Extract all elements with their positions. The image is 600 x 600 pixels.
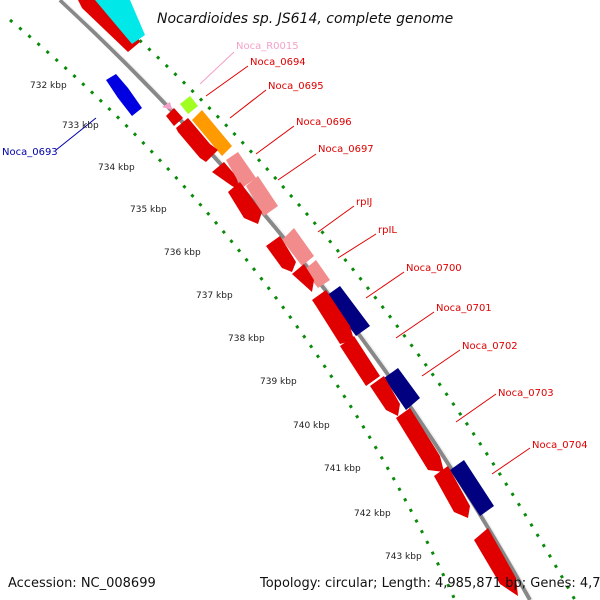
- tick-label: 742 kbp: [354, 509, 391, 519]
- leader-noca-0704: [491, 447, 531, 475]
- gene-red-e: [312, 290, 354, 344]
- leader-rpij: [317, 205, 355, 233]
- tick-label: 737 kbp: [196, 291, 233, 301]
- gene-noca-0704: [450, 460, 494, 516]
- gene-noca-r0015: [162, 102, 172, 110]
- tick-label: 738 kbp: [228, 334, 265, 344]
- leader-noca-0701: [395, 311, 435, 339]
- gene-labels: Noca_R0015 Noca_0694 Noca_0695 Noca_0696…: [2, 41, 588, 451]
- tick-label: 735 kbp: [130, 205, 167, 215]
- accession-text: Accession: NC_008699: [8, 576, 156, 591]
- gene-red-b: [228, 182, 262, 224]
- gene-red-j: [474, 528, 518, 596]
- gene-red-f: [340, 336, 380, 386]
- tick-label: 732 kbp: [30, 81, 67, 91]
- gene-noca-0700: [326, 286, 370, 336]
- leader-noca-0702: [421, 349, 461, 377]
- leader-noca-r0015: [199, 51, 235, 85]
- label-noca-r0015: Noca_R0015: [236, 41, 299, 52]
- inner-dotted-line: [94, 0, 577, 600]
- leader-noca-0697: [277, 153, 317, 181]
- label-noca-0693: Noca_0693: [2, 147, 58, 158]
- label-rpil: rpIL: [378, 225, 397, 236]
- leader-noca-0700: [365, 271, 405, 299]
- label-noca-0700: Noca_0700: [406, 263, 462, 274]
- gene-red-d: [292, 264, 314, 292]
- gene-rpij: [282, 228, 314, 266]
- tick-label: 734 kbp: [98, 163, 135, 173]
- leader-noca-0693: [55, 117, 97, 151]
- ruler-ticks: 732 kbp 733 kbp 734 kbp 735 kbp 736 kbp …: [30, 81, 422, 562]
- gene-features: [78, 0, 518, 596]
- gene-red-g: [370, 376, 400, 416]
- leader-noca-0696: [255, 125, 295, 155]
- topology-text: Topology: circular; Length: 4,985,871 bp…: [259, 576, 600, 591]
- label-rpij: rpIJ: [356, 197, 372, 208]
- tick-label: 741 kbp: [324, 464, 361, 474]
- gene-small-red: [166, 108, 183, 126]
- gene-noca-0696: [226, 152, 256, 188]
- leader-noca-0694: [205, 65, 249, 97]
- gene-noca-0702: [384, 368, 420, 410]
- tick-label: 733 kbp: [62, 121, 99, 131]
- label-noca-0701: Noca_0701: [436, 303, 492, 314]
- tick-label: 736 kbp: [164, 248, 201, 258]
- label-noca-0694: Noca_0694: [250, 57, 306, 68]
- tick-label: 739 kbp: [260, 377, 297, 387]
- label-noca-0696: Noca_0696: [296, 117, 352, 128]
- gene-lime: [180, 96, 198, 114]
- leader-rpil: [337, 233, 377, 259]
- label-noca-0702: Noca_0702: [462, 341, 518, 352]
- label-noca-0697: Noca_0697: [318, 144, 374, 155]
- gene-noca-0693: [106, 74, 142, 116]
- gene-top-cyan: [95, 0, 145, 44]
- gene-noca-0697: [246, 176, 278, 216]
- label-noca-0703: Noca_0703: [498, 388, 554, 399]
- gene-rpil: [304, 260, 330, 288]
- gene-noca-0694: [192, 110, 232, 156]
- gc-dotted-track: [9, 0, 577, 600]
- gene-red-h: [396, 408, 444, 472]
- gene-red-i: [434, 466, 470, 518]
- gene-leader-lines: [55, 51, 531, 475]
- gene-red-a: [212, 162, 240, 190]
- tick-label: 743 kbp: [385, 552, 422, 562]
- gene-red-c: [266, 236, 296, 272]
- tick-label: 740 kbp: [293, 421, 330, 431]
- leader-noca-0695: [229, 89, 267, 119]
- gene-noca-0695: [176, 118, 218, 162]
- map-title: Nocardioides sp. JS614, complete genome: [157, 11, 453, 27]
- label-noca-0704: Noca_0704: [532, 440, 588, 451]
- label-noca-0695: Noca_0695: [268, 81, 324, 92]
- leader-noca-0703: [455, 393, 497, 423]
